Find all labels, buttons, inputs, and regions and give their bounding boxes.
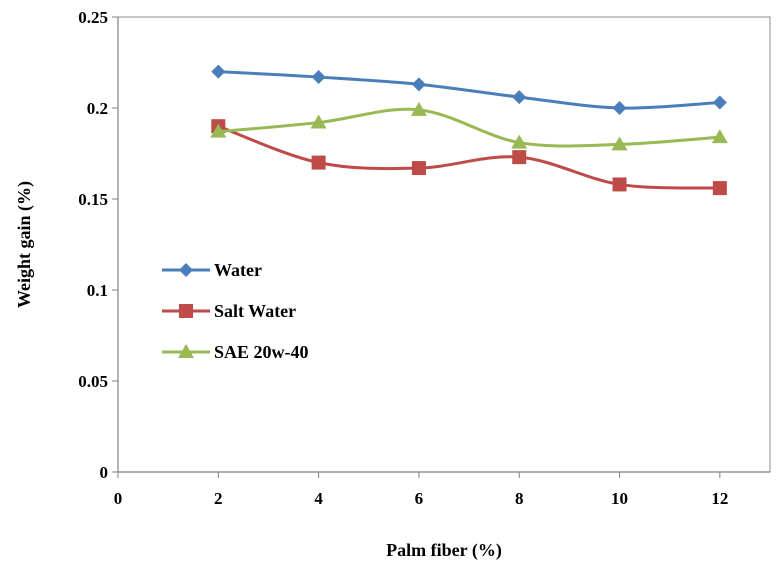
- data-point: [210, 123, 227, 138]
- data-point: [512, 90, 527, 105]
- y-tick-label: 0.1: [87, 281, 108, 300]
- series-line: [218, 70, 720, 110]
- x-tick-label: 8: [515, 489, 524, 508]
- x-tick-label: 0: [114, 489, 123, 508]
- data-point: [612, 101, 627, 115]
- series-line: [217, 124, 720, 190]
- legend-label: SAE 20w-40: [214, 342, 309, 362]
- legend-item: Salt Water: [162, 301, 296, 321]
- data-point: [411, 161, 426, 176]
- data-point: [311, 70, 326, 85]
- x-tick-label: 6: [415, 489, 424, 508]
- data-point: [511, 134, 528, 149]
- series-2: [210, 101, 728, 151]
- series-line: [218, 107, 720, 148]
- y-tick-label: 0: [100, 463, 109, 482]
- data-point: [712, 181, 727, 196]
- legend-swatch-marker: [179, 263, 193, 277]
- data-point: [512, 150, 527, 165]
- legend-label: Water: [214, 260, 262, 280]
- legend-item: SAE 20w-40: [162, 342, 309, 362]
- y-tick-label: 0.25: [78, 8, 108, 27]
- data-point: [612, 177, 627, 192]
- data-point: [411, 77, 426, 92]
- data-point: [611, 136, 628, 151]
- legend-label: Salt Water: [214, 301, 296, 321]
- y-tick-label: 0.05: [78, 372, 108, 391]
- data-point: [712, 95, 727, 110]
- legend: Water Salt Water SAE 20w-40: [162, 260, 309, 362]
- legend-item: Water: [162, 260, 262, 280]
- legend-swatch-marker: [179, 304, 193, 318]
- x-tick-label: 2: [214, 489, 223, 508]
- series-0: [211, 64, 727, 115]
- y-axis-title: Weight gain (%): [14, 181, 35, 308]
- y-tick-label: 0.2: [87, 99, 108, 118]
- series-1: [211, 119, 727, 196]
- data-point: [311, 155, 326, 170]
- data-point: [310, 114, 327, 129]
- x-tick-label: 4: [314, 489, 323, 508]
- tick-labels: 0 0.05 0.1 0.15 0.2 0.25 0 2 4 6 8 10 12: [78, 8, 728, 508]
- x-axis-title: Palm fiber (%): [386, 540, 502, 561]
- x-tick-label: 12: [711, 489, 728, 508]
- plot-area: [117, 16, 771, 473]
- legend-swatch-marker: [178, 344, 194, 358]
- data-point: [410, 101, 427, 116]
- data-point: [711, 129, 728, 144]
- x-tick-label: 10: [611, 489, 628, 508]
- axes: [117, 16, 771, 473]
- y-tick-label: 0.15: [78, 190, 108, 209]
- series-layer: [210, 64, 728, 196]
- data-point: [211, 64, 226, 79]
